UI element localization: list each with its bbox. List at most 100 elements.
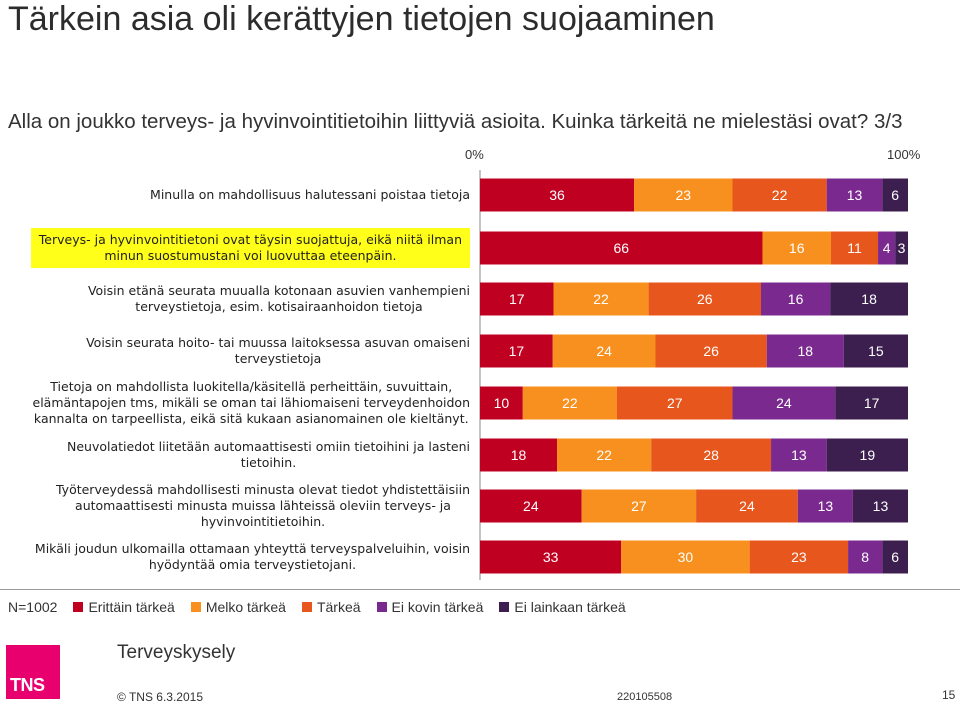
data-label: 36 bbox=[549, 187, 565, 203]
legend-label: Ei kovin tärkeä bbox=[391, 599, 484, 615]
category-label: Voisin etänä seurata muualla kotonaan as… bbox=[88, 283, 470, 315]
category-label-line: Terveys- ja hyvinvointitietoni ovat täys… bbox=[38, 232, 462, 247]
data-label: 16 bbox=[789, 240, 805, 256]
bar-segment bbox=[480, 540, 622, 574]
category-label-line: elämäntapojen tms, mikäli se oman tai lä… bbox=[32, 395, 471, 410]
category-label: Neuvolatiedot liitetään automaattisesti … bbox=[67, 439, 470, 471]
category-label-line: terveystietoja bbox=[234, 351, 322, 366]
data-label: 24 bbox=[596, 343, 612, 359]
legend-swatch bbox=[301, 602, 312, 612]
bar-segment bbox=[848, 540, 883, 574]
bar-segment bbox=[651, 438, 772, 472]
category-label-line: minun suostumustani voi luovuttaa eteenp… bbox=[104, 248, 397, 263]
category-label-line: Työterveydessä mahdollisesti minusta ole… bbox=[55, 482, 470, 497]
legend-swatch bbox=[73, 602, 84, 612]
data-label: 27 bbox=[667, 395, 683, 411]
bar-segment bbox=[648, 282, 762, 316]
data-label: 24 bbox=[739, 498, 755, 514]
bar-segment bbox=[557, 438, 652, 472]
footer-divider bbox=[0, 589, 960, 590]
category-label: Voisin seurata hoito- tai muussa laitoks… bbox=[86, 335, 470, 367]
data-label: 22 bbox=[562, 395, 578, 411]
data-label: 17 bbox=[509, 291, 525, 307]
data-label: 13 bbox=[847, 187, 863, 203]
axis-max-label: 100% bbox=[887, 147, 921, 162]
data-label: 18 bbox=[861, 291, 877, 307]
legend-label: Erittäin tärkeä bbox=[88, 599, 175, 615]
bar-segment bbox=[480, 282, 554, 316]
data-label: 30 bbox=[678, 549, 694, 565]
legend-swatch bbox=[190, 602, 201, 612]
data-label: 17 bbox=[864, 395, 880, 411]
data-label: 66 bbox=[613, 240, 629, 256]
bar-segment bbox=[830, 282, 908, 316]
data-label: 26 bbox=[697, 291, 713, 307]
page-number: 15 bbox=[942, 688, 956, 702]
data-label: 13 bbox=[791, 447, 807, 463]
category-label-line: kannalta on tarpeellista, eikä sitä kuka… bbox=[33, 411, 469, 426]
bar-segment bbox=[522, 386, 617, 420]
bar-segment bbox=[480, 386, 523, 420]
bar-segment bbox=[553, 282, 649, 316]
bar-segment bbox=[480, 438, 558, 472]
category-label-line: hyvinvointitietoihin. bbox=[200, 514, 326, 529]
bar-segment bbox=[826, 438, 908, 472]
bar-segment bbox=[696, 489, 798, 523]
data-label: 18 bbox=[797, 343, 813, 359]
category-label-line: Minulla on mahdollisuus halutessani pois… bbox=[150, 187, 470, 202]
bar-segment bbox=[581, 489, 697, 523]
category-label-line: hyödyntää omia terveystietojani. bbox=[148, 557, 357, 572]
question-text: Alla on joukko terveys- ja hyvinvointiti… bbox=[8, 110, 903, 133]
category-label: Terveys- ja hyvinvointitietoni ovat täys… bbox=[30, 228, 470, 268]
bar-segment bbox=[732, 386, 836, 420]
bar-segment bbox=[766, 334, 844, 368]
data-label: 6 bbox=[891, 187, 899, 203]
legend-swatch bbox=[376, 602, 387, 612]
legend-swatch bbox=[499, 602, 510, 612]
data-label: 26 bbox=[703, 343, 719, 359]
data-label: 24 bbox=[776, 395, 792, 411]
bar-segment bbox=[762, 231, 831, 265]
legend-item-ei-kovin: Ei kovin tärkeä bbox=[376, 599, 484, 615]
data-label: 19 bbox=[860, 447, 876, 463]
survey-name: Terveyskysely bbox=[117, 642, 236, 663]
bar-segment bbox=[843, 334, 908, 368]
data-label: 22 bbox=[593, 291, 609, 307]
bar-segment bbox=[878, 231, 896, 265]
legend-item-tarkea: Tärkeä bbox=[301, 599, 361, 615]
legend-label: Ei lainkaan tärkeä bbox=[514, 599, 626, 615]
data-label: 16 bbox=[788, 291, 804, 307]
data-label: 10 bbox=[494, 395, 510, 411]
bar-segment bbox=[771, 438, 827, 472]
category-label-line: Voisin seurata hoito- tai muussa laitoks… bbox=[86, 335, 470, 350]
category-label: Minulla on mahdollisuus halutessani pois… bbox=[150, 187, 470, 203]
axis-min-label: 0% bbox=[465, 147, 484, 162]
bar-segment bbox=[826, 178, 883, 212]
data-label: 11 bbox=[847, 240, 862, 256]
data-label: 27 bbox=[631, 498, 647, 514]
data-label: 8 bbox=[861, 549, 869, 565]
bar-segment bbox=[835, 386, 908, 420]
report-code: 220105508 bbox=[617, 691, 673, 703]
copyright: © TNS 6.3.2015 bbox=[117, 690, 204, 704]
category-label-line: automaattisesti minusta muissa lähteissä… bbox=[75, 498, 451, 513]
bar-segment bbox=[852, 489, 908, 523]
legend-item-ei-lainkaan: Ei lainkaan tärkeä bbox=[499, 599, 626, 615]
category-label-line: tietoihin. bbox=[240, 455, 297, 470]
data-label: 18 bbox=[511, 447, 527, 463]
data-label: 3 bbox=[898, 240, 906, 256]
logo-text: TNS bbox=[10, 675, 45, 695]
data-label: 33 bbox=[543, 549, 559, 565]
bar-segment bbox=[634, 178, 733, 212]
category-label: Työterveydessä mahdollisesti minusta ole… bbox=[56, 482, 470, 530]
category-label: Mikäli joudun ulkomailla ottamaan yhteyt… bbox=[35, 541, 470, 573]
bar-segment bbox=[895, 231, 908, 265]
category-label-line: Voisin etänä seurata muualla kotonaan as… bbox=[87, 283, 470, 298]
category-label-line: Tietoja on mahdollista luokitella/käsite… bbox=[50, 379, 453, 394]
data-label: 22 bbox=[596, 447, 612, 463]
bar-segment bbox=[480, 231, 763, 265]
data-label: 28 bbox=[703, 447, 719, 463]
category-label: Tietoja on mahdollista luokitella/käsite… bbox=[33, 379, 471, 427]
bar-segment bbox=[882, 178, 908, 212]
